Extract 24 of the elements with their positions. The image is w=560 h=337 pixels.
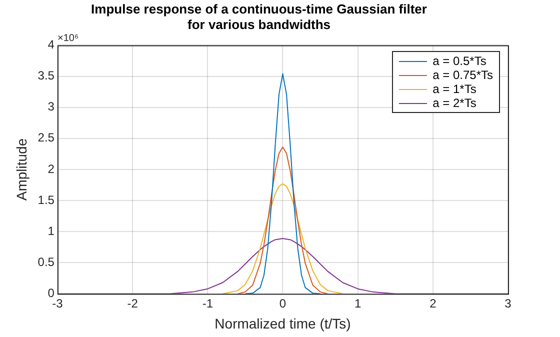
x-axis-title: Normalized time (t/Ts): [214, 315, 351, 332]
y-tick-label: 0: [48, 286, 55, 300]
x-tick-label: -3: [52, 296, 64, 310]
y-tick-label: 3.5: [38, 68, 55, 83]
x-tick-label: 2: [430, 296, 437, 310]
legend-label: a = 1*Ts: [432, 82, 476, 96]
x-tick-label: 1: [354, 296, 362, 310]
x-tick-label: -2: [127, 296, 138, 310]
y-tick-label: 2.5: [38, 130, 55, 145]
y-tick-label: 4: [48, 38, 55, 52]
y-tick-label: 2: [48, 162, 55, 176]
text: ×10⁶: [57, 32, 79, 44]
y-tick-label: 1: [48, 224, 55, 238]
y-tick-label: 3: [48, 100, 55, 114]
x-tick-label: 3: [504, 296, 512, 310]
x-tick-label: -1: [202, 296, 214, 310]
x-tick-label: 0: [279, 296, 286, 310]
chart-title: Impulse response of a continuous-time Gaussian filter for various bandwidths: [91, 1, 427, 32]
legend-label: a = 0.75*Ts: [432, 68, 493, 82]
y-axis-title: Amplitude: [13, 138, 30, 201]
y-tick-label: 0.5: [38, 255, 55, 270]
legend-label: a = 2*Ts: [432, 96, 476, 110]
y-tick-label: 1.5: [38, 192, 55, 207]
legend-label: a = 0.5*Ts: [432, 54, 486, 68]
